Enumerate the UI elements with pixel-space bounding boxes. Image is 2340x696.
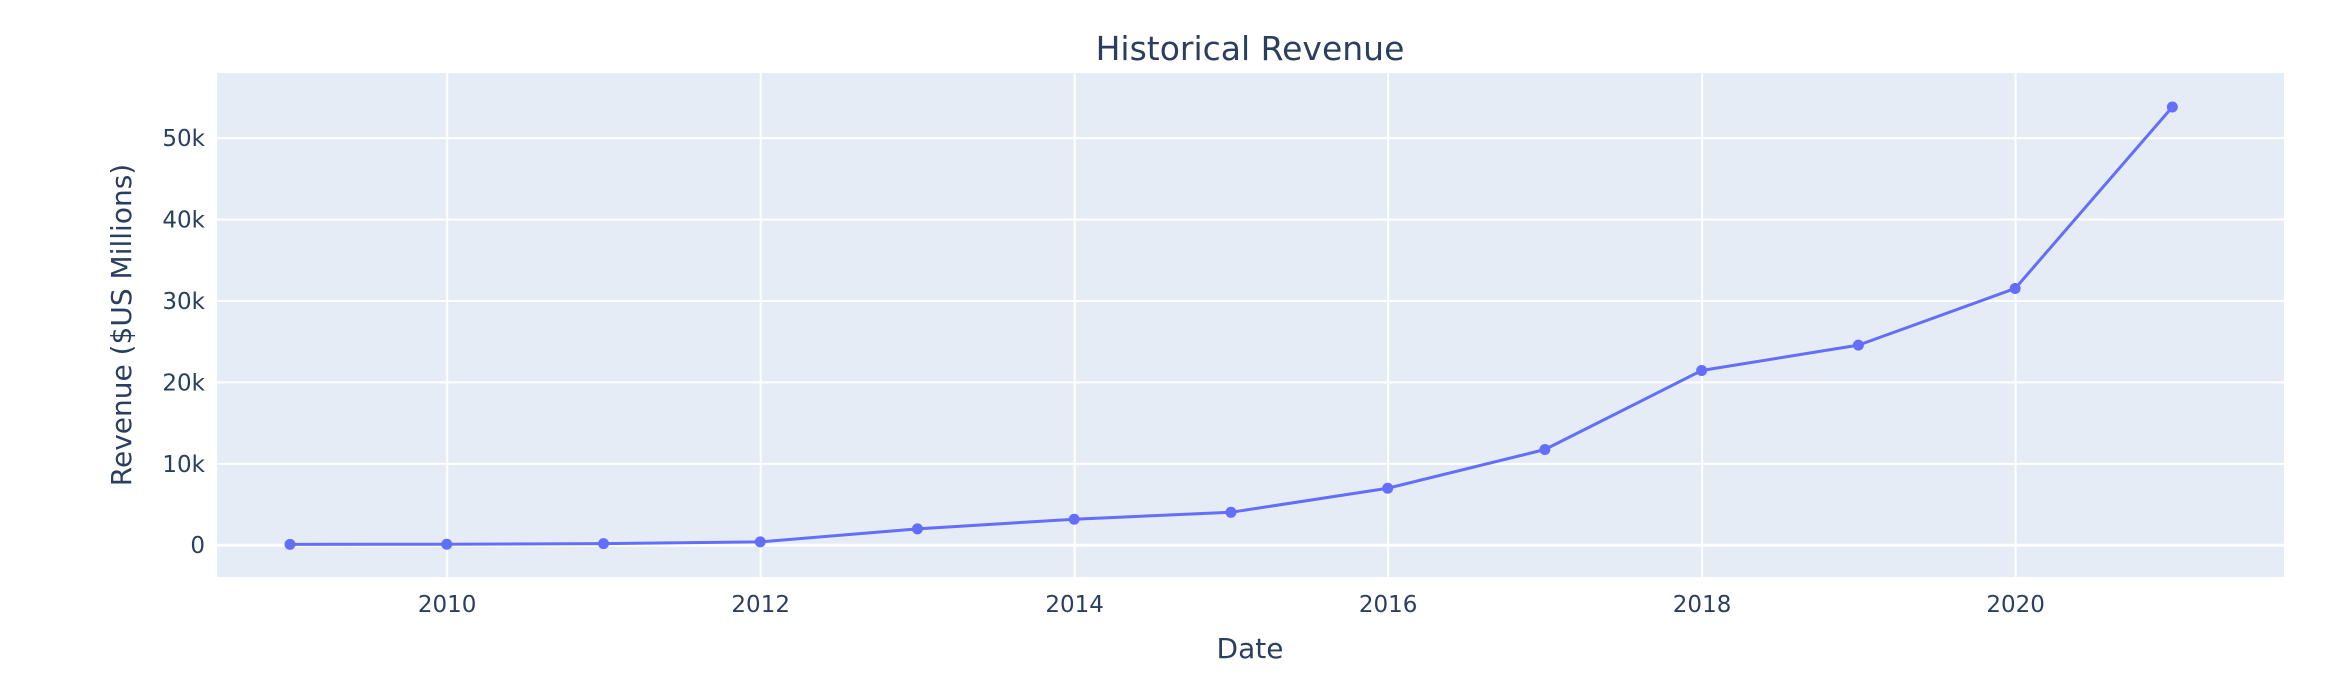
- data-point[interactable]: [1382, 482, 1394, 494]
- x-tick-labels: 2010 2012 2014 2016 2018 2020: [418, 592, 2045, 618]
- data-point[interactable]: [284, 538, 296, 550]
- data-point[interactable]: [1539, 444, 1551, 456]
- data-point[interactable]: [598, 538, 610, 550]
- plot-area-background: [217, 73, 2284, 577]
- x-tick-label: 2012: [731, 592, 790, 618]
- data-point[interactable]: [2166, 101, 2178, 113]
- x-tick-label: 2016: [1359, 592, 1418, 618]
- data-point[interactable]: [754, 536, 766, 548]
- data-point[interactable]: [441, 538, 453, 550]
- y-tick-label: 50k: [162, 126, 205, 152]
- chart-title: Historical Revenue: [1096, 29, 1405, 68]
- y-tick-label: 0: [190, 533, 205, 559]
- data-point[interactable]: [1225, 506, 1237, 518]
- data-point[interactable]: [1068, 513, 1080, 525]
- data-point[interactable]: [1696, 365, 1708, 377]
- y-tick-label: 10k: [162, 452, 205, 478]
- gridlines: [217, 73, 2284, 577]
- x-tick-label: 2014: [1045, 592, 1104, 618]
- x-tick-label: 2018: [1673, 592, 1732, 618]
- data-point[interactable]: [1852, 339, 1864, 351]
- data-point[interactable]: [2009, 282, 2021, 294]
- y-tick-label: 20k: [162, 370, 205, 396]
- x-axis-title: Date: [1217, 632, 1284, 665]
- x-tick-label: 2010: [418, 592, 477, 618]
- y-tick-label: 40k: [162, 208, 205, 234]
- y-tick-label: 30k: [162, 289, 205, 315]
- x-tick-label: 2020: [1986, 592, 2045, 618]
- y-tick-labels: 0 10k 20k 30k 40k 50k: [162, 126, 205, 559]
- series-layer: [284, 101, 2178, 550]
- y-axis-title: Revenue ($US Millions): [105, 164, 138, 486]
- data-point[interactable]: [911, 523, 923, 535]
